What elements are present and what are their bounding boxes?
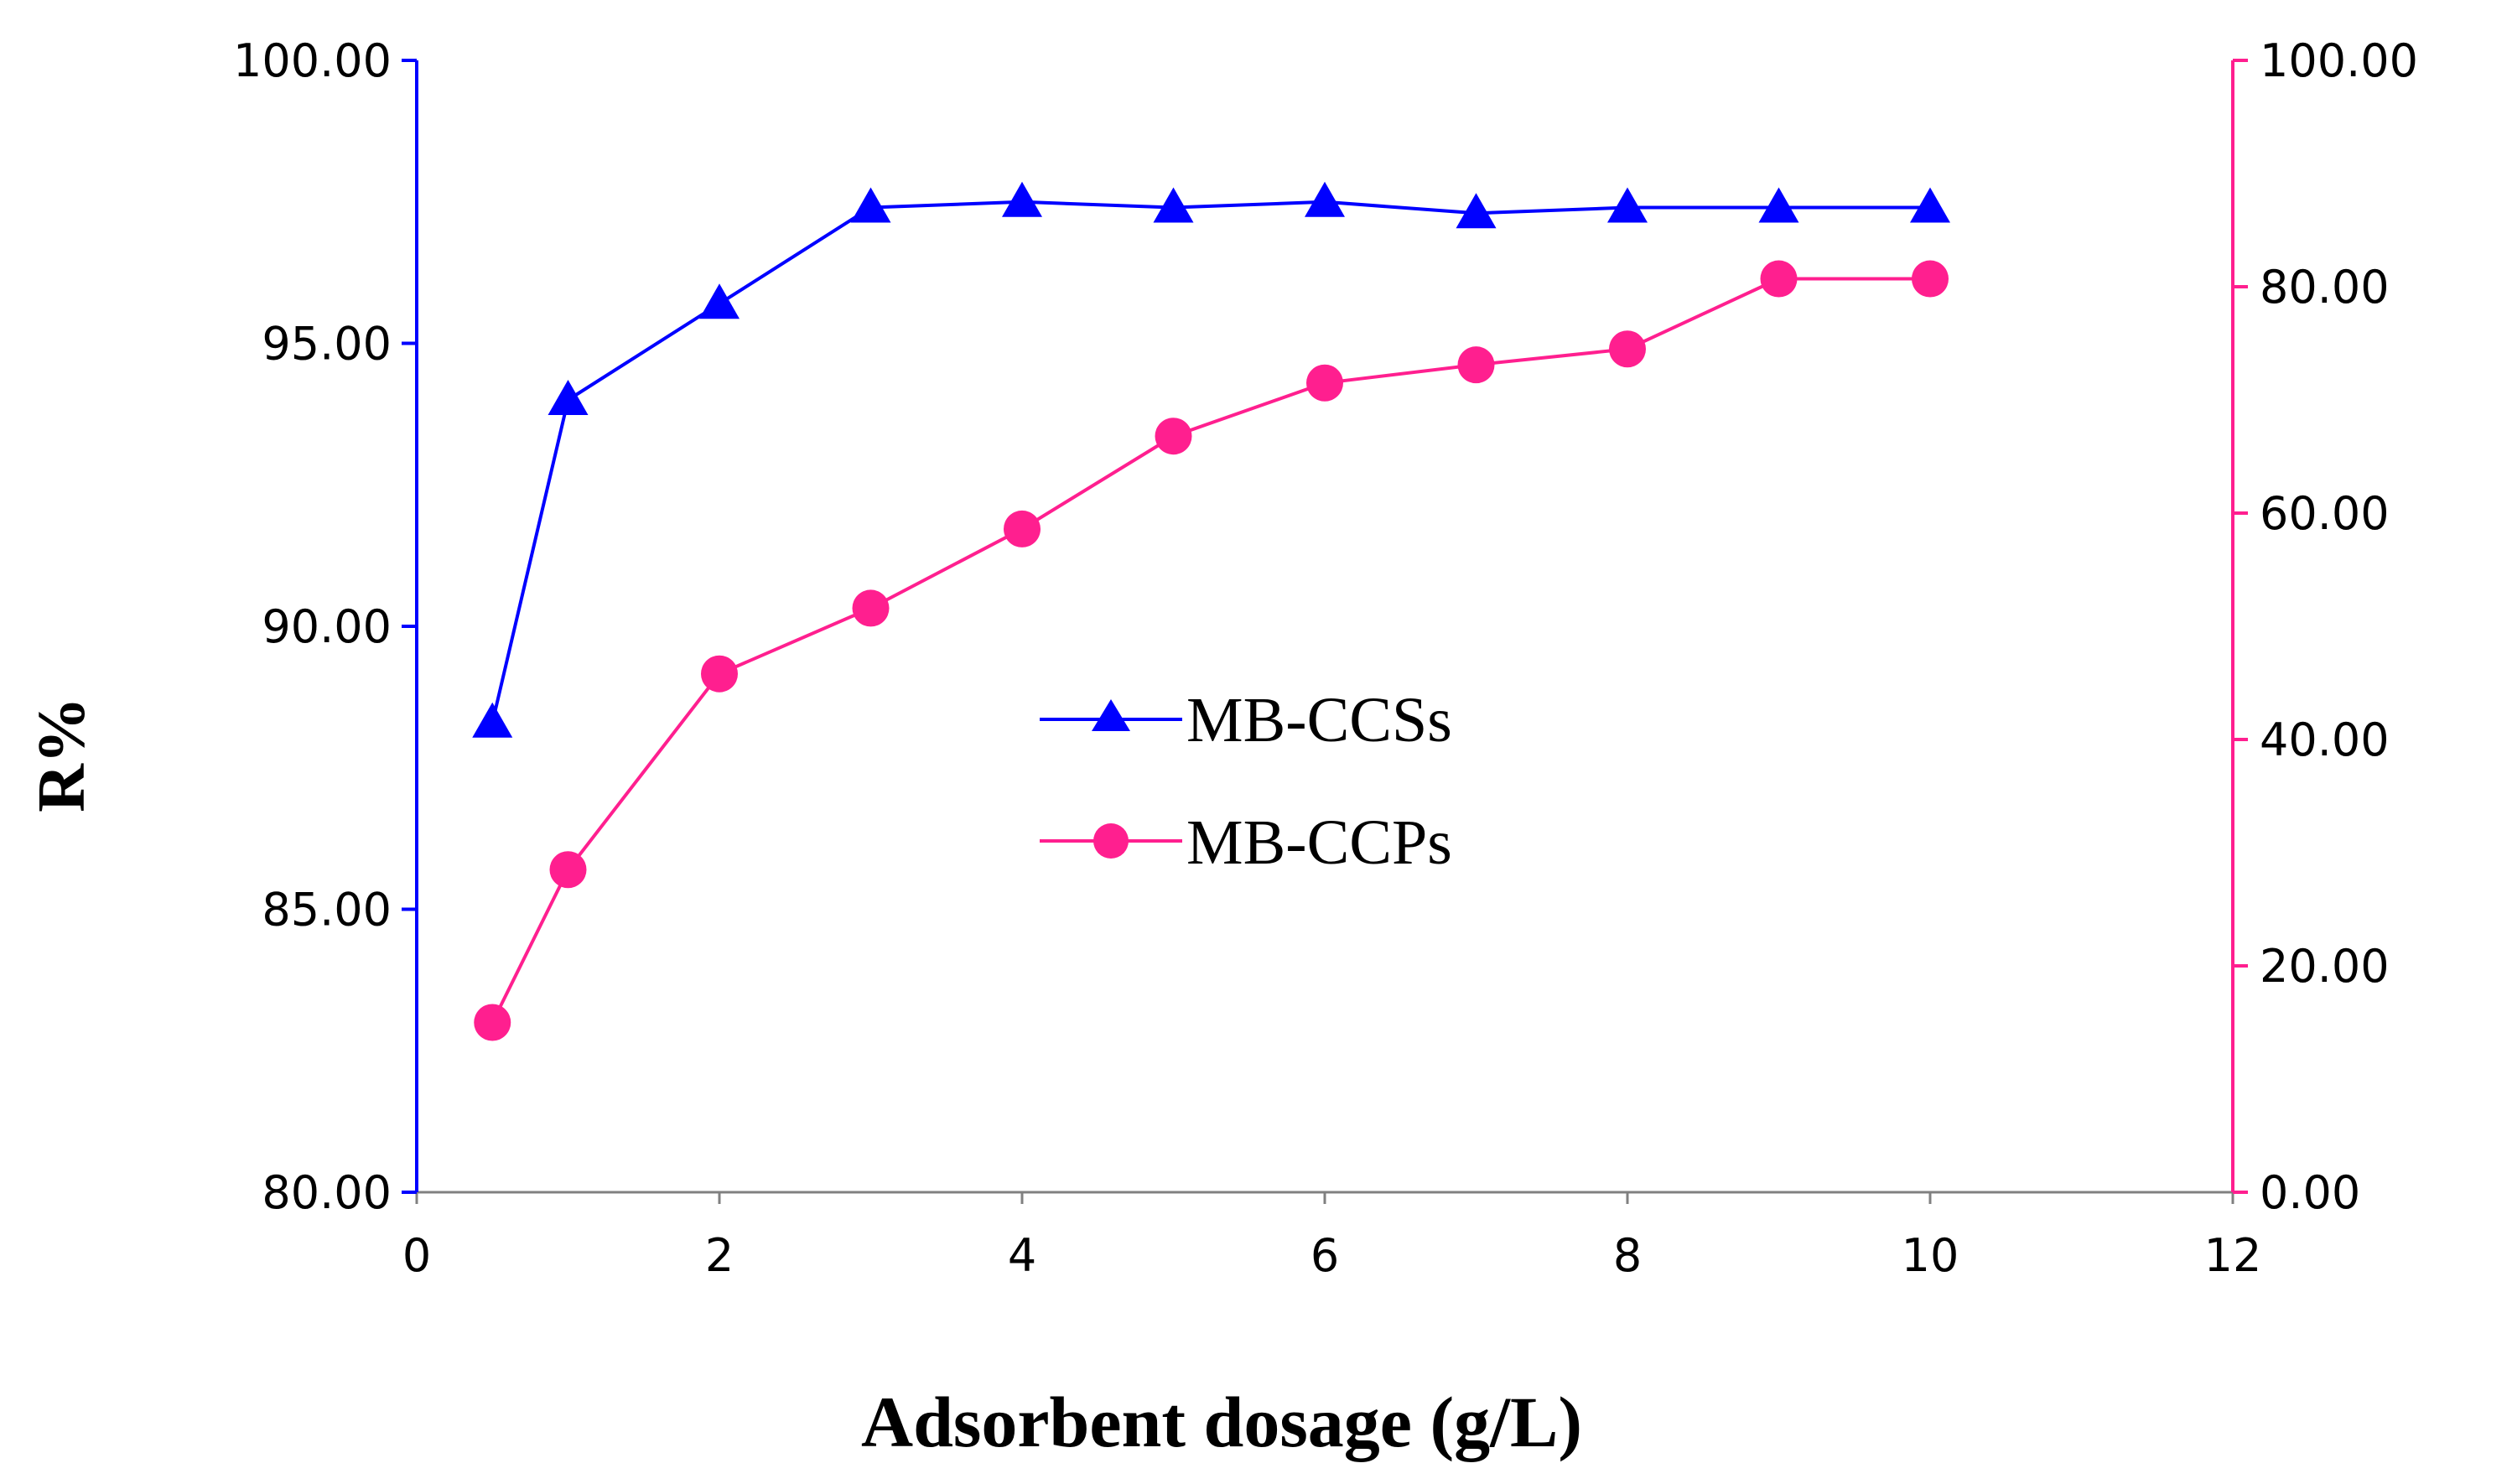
left-y-tick-label: 95.00 bbox=[262, 318, 392, 371]
data-point-mb-ccss bbox=[1456, 193, 1497, 229]
left-y-tick-label: 90.00 bbox=[262, 600, 392, 653]
left-y-tick-label: 100.00 bbox=[233, 34, 392, 87]
data-point-mb-ccss bbox=[699, 283, 740, 319]
right-y-tick-label: 80.00 bbox=[2260, 261, 2390, 314]
data-point-mb-ccss bbox=[1153, 187, 1194, 223]
series-line-mb-ccss bbox=[490, 200, 1930, 724]
data-point-mb-ccps bbox=[474, 1004, 511, 1041]
right-y-tick-label: 20.00 bbox=[2260, 940, 2390, 993]
legend-marker-mb-ccps bbox=[1093, 823, 1129, 859]
data-point-mb-ccps bbox=[852, 589, 890, 627]
x-tick-label: 0 bbox=[402, 1229, 431, 1282]
data-point-mb-ccps bbox=[1004, 510, 1041, 547]
legend-label-mb-ccss: MB-CCSs bbox=[1186, 685, 1452, 755]
x-tick-label: 8 bbox=[1613, 1229, 1642, 1282]
axes-layer: 0 2 4 6 8 10 12 80.00 85.00 90.00 95.00 100.00 0.00 2… bbox=[233, 34, 2418, 1282]
data-point-mb-ccps bbox=[1457, 346, 1495, 384]
data-point-mb-ccps bbox=[549, 851, 587, 889]
data-point-mb-ccps bbox=[1155, 418, 1192, 455]
right-y-tick-label: 60.00 bbox=[2260, 487, 2390, 540]
data-point-mb-ccps bbox=[1760, 260, 1798, 298]
data-point-mb-ccps bbox=[1912, 260, 1949, 298]
x-axis-title: Adsorbent dosage (g/L) bbox=[861, 1382, 1582, 1462]
data-point-mb-ccss bbox=[548, 380, 589, 415]
data-point-mb-ccps bbox=[1609, 330, 1646, 368]
right-y-tick-label: 0.00 bbox=[2260, 1166, 2360, 1219]
x-tick-label: 6 bbox=[1310, 1229, 1339, 1282]
right-y-tick-label: 40.00 bbox=[2260, 713, 2390, 766]
right-y-tick-label: 100.00 bbox=[2260, 34, 2418, 87]
legend: MB-CCSs MB-CCPs bbox=[1040, 685, 1452, 878]
x-tick-label: 2 bbox=[705, 1229, 734, 1282]
series-line-mb-ccps bbox=[490, 277, 1930, 1024]
x-tick-label: 10 bbox=[1902, 1229, 1959, 1282]
left-y-tick-label: 85.00 bbox=[262, 884, 392, 937]
data-point-mb-ccss bbox=[1910, 187, 1950, 223]
x-tick-label: 12 bbox=[2204, 1229, 2262, 1282]
data-point-mb-ccss bbox=[850, 187, 891, 223]
legend-label-mb-ccps: MB-CCPs bbox=[1186, 807, 1452, 878]
data-point-mb-ccss bbox=[1305, 181, 1345, 217]
data-point-mb-ccps bbox=[701, 655, 738, 693]
data-point-mb-ccss bbox=[1607, 187, 1648, 223]
y-axis-title: R% bbox=[25, 697, 99, 812]
data-point-mb-ccss bbox=[1002, 181, 1042, 217]
data-point-mb-ccps bbox=[1306, 364, 1343, 402]
left-y-tick-label: 80.00 bbox=[262, 1166, 392, 1219]
legend-marker-mb-ccss bbox=[1092, 699, 1130, 731]
series-layer bbox=[472, 181, 1950, 1041]
data-point-mb-ccss bbox=[1758, 187, 1799, 223]
x-tick-label: 4 bbox=[1008, 1229, 1036, 1282]
data-point-mb-ccss bbox=[472, 702, 513, 738]
